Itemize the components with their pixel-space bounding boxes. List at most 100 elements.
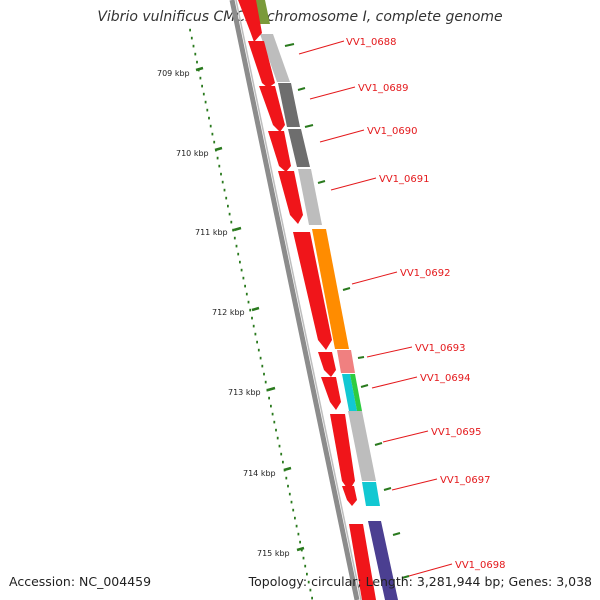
- scale-dot: [199, 76, 202, 80]
- scale-dot: [221, 180, 224, 184]
- tick-label: 714 kbp: [243, 469, 276, 478]
- tick-label: 713 kbp: [228, 388, 261, 397]
- cog-track: [253, 0, 398, 600]
- scale-dot: [278, 444, 281, 448]
- gene-label-vv1-0689: VV1_0689: [358, 83, 409, 94]
- scale-dot: [259, 356, 262, 360]
- scale-dot: [227, 204, 229, 208]
- major-tick: [251, 306, 260, 312]
- scale-dot: [254, 332, 257, 336]
- cds-arrow: [330, 414, 355, 491]
- topology-text: Topology: circular; Length: 3,281,944 bp…: [248, 574, 592, 589]
- cds-arrow: [259, 86, 285, 132]
- scale-dot: [209, 124, 212, 128]
- scale-dot: [233, 236, 236, 240]
- cog-box: [342, 374, 357, 411]
- scale-dot: [228, 212, 231, 216]
- scale-dot: [273, 420, 276, 424]
- cog-box: [278, 83, 300, 127]
- scale-dot: [213, 140, 216, 144]
- scale-dot: [261, 364, 264, 368]
- scale-dot: [282, 460, 284, 464]
- scale-dot: [263, 372, 265, 376]
- scale-dot: [245, 292, 248, 296]
- gene-label-vv1-0691: VV1_0691: [379, 174, 430, 185]
- scale-dot: [192, 44, 195, 48]
- scale-dot: [266, 388, 269, 392]
- scale-dot: [196, 60, 198, 64]
- scale-dot: [290, 500, 293, 504]
- cog-box: [337, 350, 355, 373]
- cog-box: [288, 129, 310, 167]
- tick-labels: 709 kbp 710 kbp 711 kbp 712 kbp 713 kbp …: [157, 69, 290, 558]
- gene-label-vv1-0697: VV1_0697: [440, 475, 491, 486]
- scale-dot: [294, 516, 296, 520]
- gene-label-vv1-0690: VV1_0690: [367, 126, 418, 137]
- scale-dot: [307, 580, 310, 584]
- scale-dot: [247, 300, 250, 304]
- map-title: Vibrio vulnificus CMCP6 chromosome I, co…: [97, 9, 503, 25]
- scale-dot: [256, 340, 258, 344]
- major-tick: [214, 146, 223, 152]
- scale-dot: [194, 52, 197, 56]
- scale-dot: [304, 564, 307, 568]
- scale-dot: [299, 540, 301, 544]
- scale-dot: [208, 116, 210, 120]
- scale-dot: [275, 428, 277, 432]
- tick-label: 709 kbp: [157, 69, 190, 78]
- scale-dot: [225, 196, 228, 200]
- scale-dot: [240, 268, 243, 272]
- tick-label: 712 kbp: [212, 308, 245, 317]
- tick-label: 715 kbp: [257, 549, 290, 558]
- scale-dot: [292, 508, 295, 512]
- scale-dot: [235, 244, 238, 248]
- cog-box: [362, 482, 380, 506]
- scale-dot: [311, 596, 313, 600]
- gene-labels: VV1_0688 VV1_0689 VV1_0690 VV1_0691 VV1_…: [346, 37, 506, 571]
- scale-dot: [232, 228, 234, 232]
- cog-box: [298, 169, 322, 225]
- scale-dot: [295, 524, 298, 528]
- gene-label-vv1-0693: VV1_0693: [415, 343, 466, 354]
- cog-box: [260, 34, 290, 82]
- scale-dot: [242, 276, 245, 280]
- scale-dot: [206, 108, 209, 112]
- cog-box: [312, 229, 349, 349]
- cds-arrow: [349, 524, 376, 600]
- cds-arrow: [318, 352, 336, 377]
- scale-dot: [252, 324, 255, 328]
- scale-dot: [288, 492, 291, 496]
- gene-label-vv1-0692: VV1_0692: [400, 268, 451, 279]
- scale-dot: [280, 452, 283, 456]
- scale-dot: [220, 172, 222, 176]
- gene-dash-track: [284, 43, 410, 579]
- cds-arrow: [268, 131, 291, 172]
- backbone-track: [229, 0, 362, 600]
- scale-dot: [297, 532, 300, 536]
- scale-dot: [302, 556, 305, 560]
- scale-dot: [306, 572, 308, 576]
- scale-dot: [271, 412, 274, 416]
- major-tick: [283, 466, 292, 472]
- scale-dot: [270, 404, 272, 408]
- scale-dot: [204, 100, 207, 104]
- cds-arrow: [342, 486, 357, 506]
- scale-dot: [244, 284, 246, 288]
- scale-dot: [300, 548, 303, 552]
- scale-dot: [230, 220, 233, 224]
- tick-label: 711 kbp: [195, 228, 228, 237]
- scale-dot: [202, 92, 205, 96]
- cds-track: [238, 0, 376, 600]
- cds-arrow: [248, 41, 275, 88]
- cog-box: [350, 374, 362, 411]
- cds-arrow: [293, 232, 332, 350]
- scale-dot: [264, 380, 267, 384]
- scale-dot: [223, 188, 226, 192]
- scale-dot: [201, 84, 203, 88]
- major-tick: [267, 386, 276, 392]
- tick-label: 710 kbp: [176, 149, 209, 158]
- cds-arrow: [321, 377, 341, 410]
- major-tick: [195, 66, 204, 72]
- scale-dot: [189, 28, 191, 32]
